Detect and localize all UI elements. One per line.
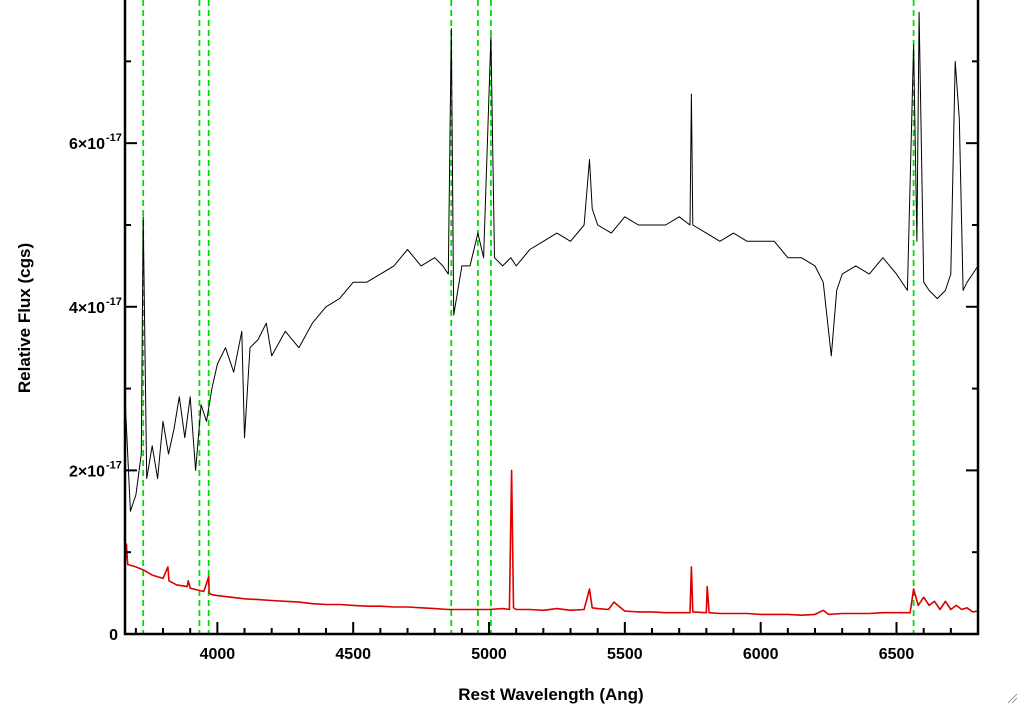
resize-grip-icon[interactable] <box>1004 690 1018 704</box>
reference-lines <box>142 0 915 634</box>
series-line <box>125 11 978 512</box>
y-axis-title: Relative Flux (cgs) <box>15 243 34 393</box>
x-tick-label: 5000 <box>471 646 507 663</box>
y-tick-label: 6×10 <box>69 136 105 153</box>
x-axis-title: Rest Wavelength (Ang) <box>458 685 643 704</box>
plot-frame <box>123 0 980 636</box>
y-tick-exponent: -17 <box>106 296 122 308</box>
x-tick-label: 6500 <box>879 646 915 663</box>
y-tick-exponent: -17 <box>106 459 122 471</box>
y-tick-label: 0 <box>109 627 118 644</box>
x-tick-label: 6000 <box>743 646 779 663</box>
x-tick-label: 4000 <box>200 646 236 663</box>
y-tick-exponent: -17 <box>106 132 122 144</box>
y-tick-label: 2×10 <box>69 463 105 480</box>
x-tick-label: 5500 <box>607 646 643 663</box>
series-line <box>125 469 978 617</box>
axes <box>123 0 980 636</box>
series-layer <box>125 11 978 617</box>
x-tick-label: 4500 <box>335 646 371 663</box>
y-tick-label: 4×10 <box>69 300 105 317</box>
